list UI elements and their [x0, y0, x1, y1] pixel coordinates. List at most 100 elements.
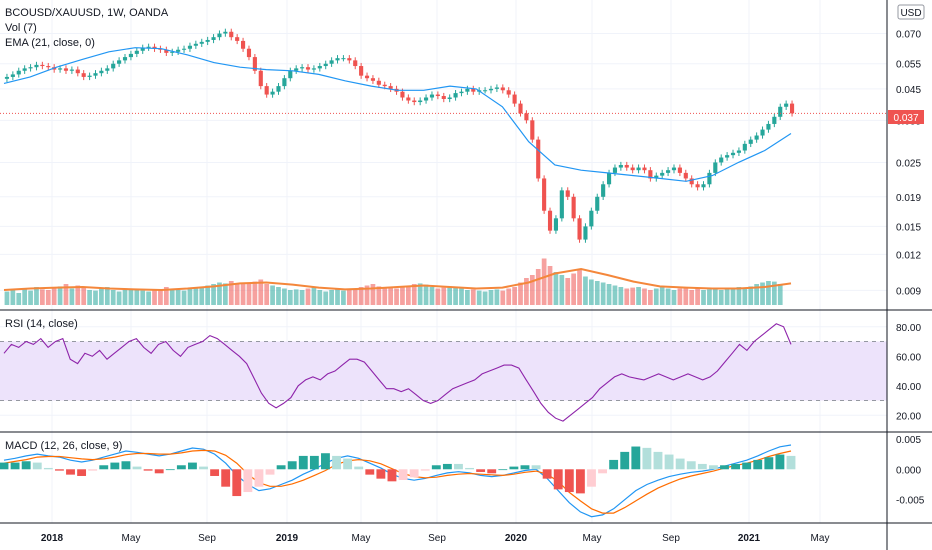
volume-bar	[152, 290, 157, 305]
macd-hist-bar	[176, 465, 186, 470]
volume-bar	[470, 289, 476, 305]
candle-body	[483, 90, 488, 92]
macd-hist-bar	[321, 453, 330, 470]
volume-bar	[193, 287, 199, 305]
time-tick-label: 2019	[276, 533, 299, 544]
macd-hist-bar	[298, 455, 308, 470]
macd-hist-bar	[542, 469, 552, 479]
macd-hist-bar	[531, 465, 541, 470]
macd-hist-bar	[575, 469, 585, 494]
volume-bar	[305, 288, 311, 305]
volume-bar	[4, 291, 10, 305]
volume-bar	[382, 287, 388, 305]
candle-body	[16, 70, 21, 75]
candle-body	[217, 33, 222, 38]
volume-bar	[341, 290, 346, 305]
price-tick-label: 0.012	[896, 250, 921, 261]
volume-bar	[512, 287, 517, 305]
macd-hist-bar	[587, 469, 596, 487]
macd-hist-bar	[731, 463, 741, 470]
macd-hist-bar	[32, 462, 42, 470]
macd-hist-bar	[564, 469, 574, 493]
symbol-title[interactable]: BCOUSD/XAUUSD, 1W, OANDA	[5, 7, 169, 19]
macd-hist-bar	[188, 462, 197, 470]
candle-body	[666, 170, 671, 173]
macd-hist-bar	[309, 455, 319, 470]
ema-legend[interactable]: EMA (21, close, 0)	[5, 37, 95, 49]
volume-bar	[417, 283, 423, 305]
candle-body	[34, 64, 39, 68]
candle-body	[418, 100, 423, 103]
macd-hist-bar	[697, 463, 707, 470]
volume-bar	[547, 266, 553, 305]
volume-ma-line	[3, 267, 792, 292]
rsi-tick-label: 60.00	[896, 352, 921, 363]
macd-hist-bar	[254, 469, 264, 487]
time-axis[interactable]: 2018 May Sep 2019 May Sep 2020 May Sep 2021 May	[41, 533, 830, 544]
volume-bar	[287, 290, 293, 305]
macd-hist-bar	[487, 469, 497, 474]
macd-axis[interactable]: 0.005 0.000 -0.005	[896, 435, 925, 507]
candle-body	[577, 218, 582, 240]
candle-body	[235, 37, 240, 41]
macd-legend[interactable]: MACD (12, 26, close, 9)	[5, 440, 122, 452]
candle-body	[778, 106, 783, 117]
rsi-band	[0, 341, 887, 401]
volume-bar	[276, 287, 281, 305]
macd-hist-bar	[154, 469, 164, 474]
volume-bar	[588, 279, 594, 305]
time-tick-label: 2021	[738, 533, 761, 544]
candle-body	[294, 68, 299, 71]
rsi-tick-label: 20.00	[896, 411, 921, 422]
volume-bar	[618, 287, 624, 305]
volume-bar	[777, 284, 783, 305]
candle-body	[252, 57, 257, 71]
volume-bar	[93, 290, 98, 305]
price-tick-label: 0.045	[896, 85, 921, 96]
price-axis[interactable]: 0.0700.0550.0450.0350.0250.0190.0150.012…	[896, 30, 921, 298]
volume-bar	[81, 287, 87, 305]
candle-body	[99, 70, 104, 74]
macd-hist-bar	[664, 454, 674, 470]
macd-hist-bar	[642, 447, 652, 470]
candle-body	[122, 57, 128, 61]
volume-bar	[423, 284, 429, 305]
volume-bar	[240, 282, 246, 305]
macd-hist-bar	[653, 451, 663, 470]
volume-bar	[116, 291, 122, 305]
candle-body	[589, 210, 594, 227]
macd-hist-bar	[88, 469, 98, 471]
volume-bar	[659, 287, 665, 305]
candle-body	[258, 70, 263, 87]
candle-body	[518, 103, 523, 114]
rsi-legend[interactable]: RSI (14, close)	[5, 318, 78, 330]
candle-body	[725, 155, 730, 158]
candle-body	[241, 40, 246, 49]
rsi-axis[interactable]: 80.00 60.00 40.00 20.00	[896, 323, 921, 423]
volume-bar	[594, 281, 600, 305]
candle-body	[347, 58, 352, 61]
candle-body	[423, 97, 429, 101]
candle-body	[571, 196, 576, 219]
macd-hist-bar	[598, 469, 607, 474]
volume-bar	[648, 290, 653, 305]
candle-body	[181, 48, 187, 50]
time-tick-label: May	[352, 533, 371, 544]
currency-badge[interactable]	[897, 4, 925, 20]
macd-hist-bar	[442, 463, 452, 470]
volume-bar	[405, 285, 411, 305]
candle-body	[447, 97, 452, 99]
macd-hist-bar	[221, 469, 231, 487]
volume-bar	[34, 287, 39, 305]
volume-legend[interactable]: Vol (7)	[5, 22, 37, 34]
volume-bar	[541, 258, 547, 305]
candle-body	[429, 94, 435, 98]
candle-body	[766, 123, 771, 130]
candle-body	[624, 164, 629, 168]
candle-body	[305, 67, 311, 70]
macd-hist-bar	[553, 469, 563, 490]
macd-hist-bar	[243, 469, 253, 493]
time-tick-label: May	[583, 533, 602, 544]
volume-bar	[211, 284, 216, 305]
